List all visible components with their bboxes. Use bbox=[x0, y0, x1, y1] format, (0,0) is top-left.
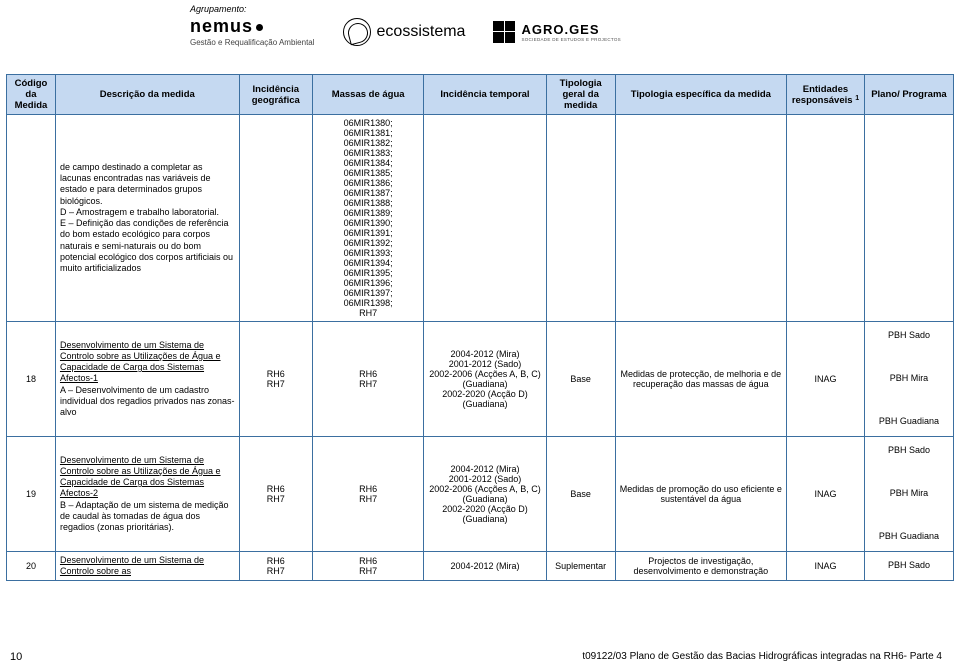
cell-tipesp bbox=[615, 115, 786, 322]
cell-geo: RH6RH7 bbox=[239, 551, 312, 581]
cell-ent: INAG bbox=[787, 436, 865, 551]
cell-plano bbox=[864, 115, 953, 322]
cell-codigo: 20 bbox=[7, 551, 56, 581]
cell-codigo bbox=[7, 115, 56, 322]
agroges-sub: SOCIEDADE DE ESTUDOS E PROJECTOS bbox=[521, 37, 621, 42]
cell-plano: PBH SadoPBH MiraPBH Guadiana bbox=[864, 322, 953, 437]
agroges-icon bbox=[493, 21, 515, 43]
cell-tip: Base bbox=[546, 322, 615, 437]
logos-row: nemus Gestão e Requalificação Ambiental … bbox=[190, 16, 621, 47]
cell-ent: INAG bbox=[787, 322, 865, 437]
th-massas: Massas de água bbox=[313, 75, 424, 115]
cell-ent bbox=[787, 115, 865, 322]
cell-desc: de campo destinado a completar as lacuna… bbox=[55, 115, 239, 322]
th-temp: Incidência temporal bbox=[424, 75, 546, 115]
nemus-sub: Gestão e Requalificação Ambiental bbox=[190, 38, 315, 47]
measures-table: Código da Medida Descrição da medida Inc… bbox=[6, 74, 954, 581]
cell-geo: RH6RH7 bbox=[239, 322, 312, 437]
th-plano: Plano/ Programa bbox=[864, 75, 953, 115]
logo-ecossistema: ecossistema bbox=[343, 18, 466, 46]
cell-geo bbox=[239, 115, 312, 322]
th-geo: Incidência geográfica bbox=[239, 75, 312, 115]
cell-massas: 06MIR1380;06MIR1381;06MIR1382;06MIR1383;… bbox=[313, 115, 424, 322]
cell-massas: RH6RH7 bbox=[313, 436, 424, 551]
cell-codigo: 18 bbox=[7, 322, 56, 437]
cell-desc: Desenvolvimento de um Sistema de Control… bbox=[55, 322, 239, 437]
nemus-brand: nemus bbox=[190, 16, 315, 37]
cell-ent: INAG bbox=[787, 551, 865, 581]
cell-codigo: 19 bbox=[7, 436, 56, 551]
agroges-brand: AGRO.GES bbox=[521, 22, 621, 37]
cell-massas: RH6RH7 bbox=[313, 551, 424, 581]
cell-tip: Suplementar bbox=[546, 551, 615, 581]
cell-temp: 2004-2012 (Mira) bbox=[424, 551, 546, 581]
th-desc: Descrição da medida bbox=[55, 75, 239, 115]
cell-tip bbox=[546, 115, 615, 322]
table-row: 18Desenvolvimento de um Sistema de Contr… bbox=[7, 322, 954, 437]
cell-geo: RH6RH7 bbox=[239, 436, 312, 551]
cell-temp: 2004-2012 (Mira)2001-2012 (Sado)2002-200… bbox=[424, 322, 546, 437]
cell-desc: Desenvolvimento de um Sistema de Control… bbox=[55, 551, 239, 581]
cell-temp bbox=[424, 115, 546, 322]
th-codigo: Código da Medida bbox=[7, 75, 56, 115]
table-row: de campo destinado a completar as lacuna… bbox=[7, 115, 954, 322]
cell-tipesp: Medidas de protecção, de melhoria e de r… bbox=[615, 322, 786, 437]
table-row: 19Desenvolvimento de um Sistema de Contr… bbox=[7, 436, 954, 551]
page-number: 10 bbox=[10, 651, 22, 663]
ecossistema-icon bbox=[343, 18, 371, 46]
cell-plano: PBH SadoPBH MiraPBH Guadiana bbox=[864, 436, 953, 551]
logo-agroges: AGRO.GES SOCIEDADE DE ESTUDOS E PROJECTO… bbox=[493, 21, 621, 43]
th-tipesp: Tipologia específica da medida bbox=[615, 75, 786, 115]
agrupamento-label: Agrupamento: bbox=[190, 4, 621, 14]
cell-tipesp: Medidas de promoção do uso eficiente e s… bbox=[615, 436, 786, 551]
cell-desc: Desenvolvimento de um Sistema de Control… bbox=[55, 436, 239, 551]
page-footer: 10 t09122/03 Plano de Gestão das Bacias … bbox=[0, 651, 952, 663]
logo-nemus: nemus Gestão e Requalificação Ambiental bbox=[190, 16, 315, 47]
cell-massas: RH6RH7 bbox=[313, 322, 424, 437]
cell-temp: 2004-2012 (Mira)2001-2012 (Sado)2002-200… bbox=[424, 436, 546, 551]
table-header-row: Código da Medida Descrição da medida Inc… bbox=[7, 75, 954, 115]
th-ent: Entidades responsáveis 1 bbox=[787, 75, 865, 115]
ecossistema-text: ecossistema bbox=[377, 23, 466, 41]
cell-tip: Base bbox=[546, 436, 615, 551]
footer-text: t09122/03 Plano de Gestão das Bacias Hid… bbox=[582, 651, 942, 663]
cell-tipesp: Projectos de investigação, desenvolvimen… bbox=[615, 551, 786, 581]
th-tip: Tipologia geral da medida bbox=[546, 75, 615, 115]
table-row: 20Desenvolvimento de um Sistema de Contr… bbox=[7, 551, 954, 581]
cell-plano: PBH Sado bbox=[864, 551, 953, 581]
